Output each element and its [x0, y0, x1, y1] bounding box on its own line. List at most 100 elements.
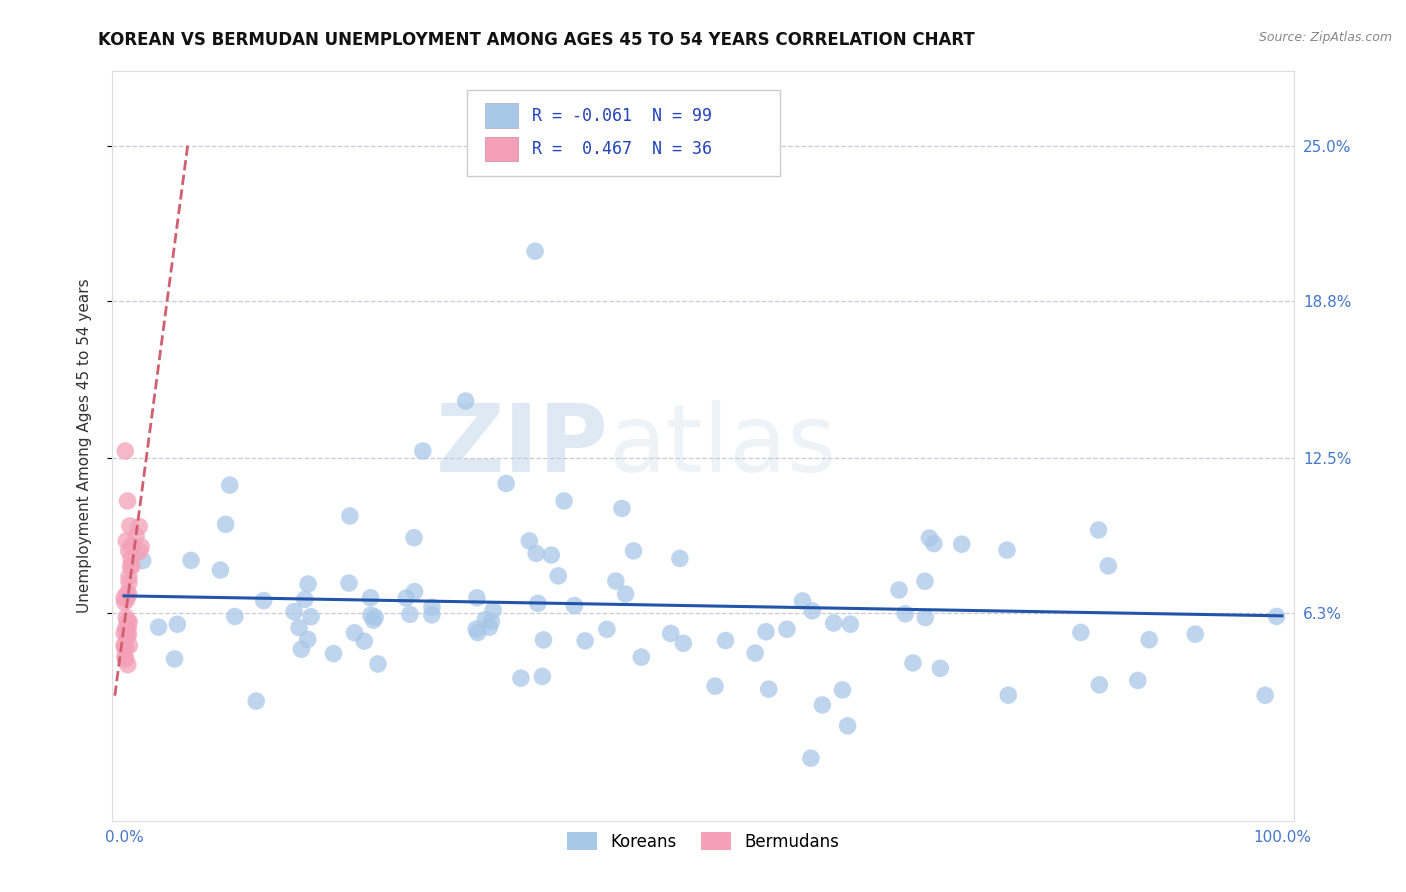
Y-axis label: Unemployment Among Ages 45 to 54 years: Unemployment Among Ages 45 to 54 years [77, 278, 91, 614]
Point [465, 591, 488, 605]
Point [166, 617, 188, 632]
Point [218, 478, 240, 492]
Point [995, 543, 1018, 558]
Point [118, 544, 141, 558]
Point [610, 501, 633, 516]
Point [1088, 678, 1111, 692]
Point [914, 610, 936, 624]
Point [839, 617, 862, 632]
Point [399, 607, 422, 622]
Point [112, 638, 135, 652]
Point [224, 609, 246, 624]
Point [420, 600, 443, 615]
Point [128, 519, 150, 533]
Point [118, 519, 141, 533]
Point [1184, 627, 1206, 641]
Point [112, 591, 135, 605]
Point [479, 615, 502, 629]
Point [117, 657, 139, 672]
Point [209, 563, 232, 577]
Point [132, 553, 155, 567]
Point [922, 536, 945, 550]
Point [114, 642, 136, 657]
Point [800, 751, 823, 765]
Point [704, 679, 727, 693]
Point [148, 620, 170, 634]
Point [360, 591, 382, 605]
Point [510, 671, 533, 685]
Point [574, 633, 596, 648]
Point [402, 531, 425, 545]
Point [118, 615, 141, 629]
Point [117, 494, 139, 508]
Point [420, 607, 443, 622]
Point [596, 623, 619, 637]
Point [997, 688, 1019, 702]
Point [465, 622, 488, 636]
Text: Source: ZipAtlas.com: Source: ZipAtlas.com [1258, 31, 1392, 45]
FancyBboxPatch shape [485, 103, 517, 128]
FancyBboxPatch shape [485, 136, 517, 161]
Point [564, 599, 586, 613]
Point [1087, 523, 1109, 537]
Point [114, 652, 136, 666]
Point [659, 626, 682, 640]
Legend: Koreans, Bermudans: Koreans, Bermudans [560, 826, 846, 857]
Point [128, 544, 150, 558]
Point [831, 682, 853, 697]
Point [894, 607, 917, 621]
Point [776, 622, 799, 636]
Point [353, 634, 375, 648]
Point [623, 544, 645, 558]
Point [339, 508, 361, 523]
Point [630, 650, 652, 665]
Point [792, 594, 814, 608]
Point [180, 553, 202, 567]
Point [112, 639, 135, 653]
Point [363, 613, 385, 627]
Point [758, 682, 780, 697]
Point [467, 625, 489, 640]
Point [540, 548, 562, 562]
Point [115, 610, 138, 624]
Point [114, 649, 136, 664]
Point [297, 577, 319, 591]
Point [118, 575, 141, 590]
Text: atlas: atlas [609, 400, 837, 492]
Point [114, 444, 136, 458]
Point [524, 546, 547, 560]
Point [283, 605, 305, 619]
Point [343, 625, 366, 640]
Point [553, 494, 575, 508]
Point [412, 444, 434, 458]
Point [115, 630, 138, 644]
Point [669, 551, 692, 566]
Point [495, 476, 517, 491]
Text: R = -0.061  N = 99: R = -0.061 N = 99 [531, 106, 711, 125]
Point [1097, 558, 1119, 573]
Point [837, 719, 859, 733]
Point [117, 627, 139, 641]
Point [115, 623, 138, 637]
Point [901, 656, 924, 670]
Point [114, 595, 136, 609]
Point [364, 610, 387, 624]
Point [801, 604, 824, 618]
Point [395, 591, 418, 605]
Point [755, 624, 778, 639]
Point [253, 593, 276, 607]
Point [299, 609, 322, 624]
Point [115, 586, 138, 600]
Text: ZIP: ZIP [436, 400, 609, 492]
Point [117, 621, 139, 635]
Point [1265, 609, 1288, 624]
Point [914, 574, 936, 589]
Point [115, 592, 138, 607]
Point [367, 657, 389, 671]
Point [112, 626, 135, 640]
Point [1070, 625, 1092, 640]
Point [517, 533, 540, 548]
Point [337, 576, 360, 591]
Point [163, 652, 186, 666]
Point [1126, 673, 1149, 688]
